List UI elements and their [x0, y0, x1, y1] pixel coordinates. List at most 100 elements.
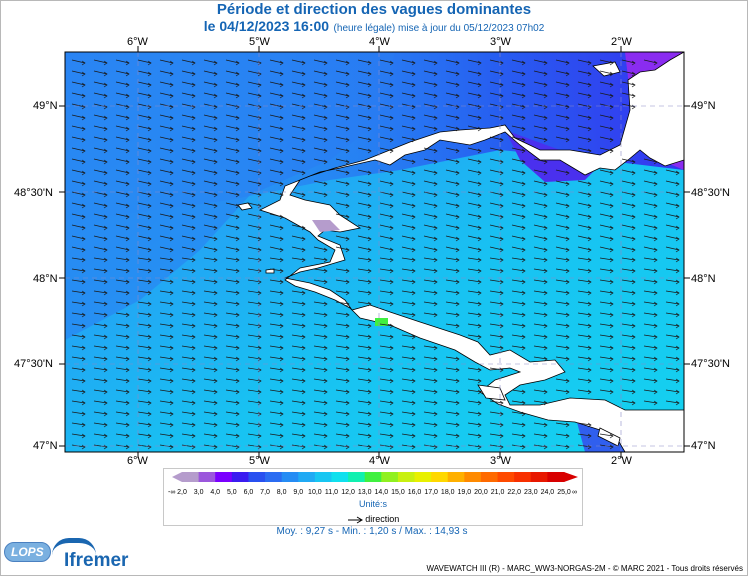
- direction-arrow: [555, 103, 570, 110]
- direction-arrow: [335, 411, 350, 417]
- direction-arrow: [511, 279, 526, 285]
- direction-arrow: [93, 433, 108, 439]
- direction-arrow: [643, 279, 658, 285]
- direction-arrow: [71, 125, 86, 132]
- direction-arrow: [511, 334, 526, 340]
- direction-arrow: [335, 92, 350, 99]
- direction-arrow: [445, 400, 460, 406]
- direction-arrow: [423, 400, 438, 406]
- direction-arrow: [335, 268, 350, 274]
- direction-arrow: [533, 356, 548, 362]
- legend-color-swatch: [381, 472, 399, 482]
- direction-arrow: [335, 433, 350, 439]
- direction-arrow: [137, 59, 152, 66]
- direction-arrow: [71, 411, 86, 417]
- direction-arrow: [621, 169, 636, 176]
- direction-arrow: [401, 356, 416, 362]
- direction-arrow: [401, 301, 416, 307]
- direction-arrow: [225, 389, 240, 395]
- direction-arrow: [533, 59, 548, 66]
- direction-arrow: [489, 411, 504, 417]
- direction-arrow: [489, 180, 504, 187]
- direction-arrow: [599, 334, 614, 340]
- direction-arrow: [555, 191, 570, 198]
- direction-arrow: [643, 224, 658, 231]
- direction-arrow: [577, 202, 592, 209]
- direction-arrow: [335, 169, 350, 176]
- direction-arrow: [577, 279, 592, 285]
- direction-arrow: [291, 400, 306, 406]
- direction-arrow: [379, 367, 394, 373]
- direction-arrow: [621, 213, 636, 220]
- direction-arrow: [115, 158, 130, 165]
- direction-arrow: [291, 378, 306, 384]
- legend-color-swatch: [414, 472, 432, 482]
- direction-arrow: [159, 246, 174, 253]
- direction-arrow: [445, 389, 460, 395]
- direction-arrow: [467, 367, 482, 373]
- direction-arrow: [93, 334, 108, 340]
- direction-arrow: [115, 411, 130, 417]
- direction-arrow: [115, 345, 130, 351]
- direction-arrow: [401, 103, 416, 110]
- direction-arrow: [115, 356, 130, 362]
- direction-arrow: [335, 345, 350, 351]
- direction-arrow: [291, 103, 306, 110]
- direction-arrow: [313, 70, 328, 77]
- direction-arrow: [93, 92, 108, 99]
- direction-arrow: [291, 389, 306, 395]
- lon-label-top-5w: 5°W: [249, 36, 270, 48]
- direction-arrow: [555, 224, 570, 231]
- direction-arrow: [335, 301, 350, 307]
- direction-arrow: [511, 389, 526, 395]
- direction-arrow: [555, 422, 570, 428]
- direction-arrow: [159, 301, 174, 307]
- legend-color-swatch: [298, 472, 316, 482]
- direction-arrow: [137, 191, 152, 198]
- direction-arrow: [247, 389, 262, 395]
- direction-arrow: [225, 268, 240, 274]
- direction-arrow: [115, 323, 130, 329]
- direction-arrow: [181, 312, 196, 318]
- map-grid: [65, 52, 684, 452]
- direction-arrow: [115, 103, 130, 110]
- direction-arrow: [137, 103, 152, 110]
- direction-arrow: [489, 422, 504, 428]
- direction-arrow: [181, 367, 196, 373]
- direction-arrow: [93, 125, 108, 132]
- direction-arrow: [269, 59, 284, 66]
- direction-arrow: [445, 213, 460, 220]
- direction-arrow: [137, 235, 152, 242]
- direction-arrow: [511, 433, 526, 439]
- direction-arrow: [665, 180, 680, 187]
- ifremer-logo[interactable]: Ifremer: [64, 550, 129, 571]
- outer-shelf-band: [65, 52, 395, 340]
- direction-arrow: [599, 191, 614, 198]
- direction-arrow: [379, 180, 394, 187]
- direction-arrow: [93, 356, 108, 362]
- direction-arrow: [599, 213, 614, 220]
- direction-arrow: [577, 103, 592, 110]
- direction-arrow: [599, 169, 614, 176]
- direction-arrow: [533, 202, 548, 209]
- direction-arrow: [489, 290, 504, 296]
- direction-arrow: [577, 213, 592, 220]
- direction-arrow: [159, 389, 174, 395]
- direction-arrow: [93, 367, 108, 373]
- direction-arrow: [335, 70, 350, 77]
- direction-arrow: [291, 290, 306, 296]
- direction-arrow: [489, 323, 504, 329]
- direction-arrow: [115, 301, 130, 307]
- direction-arrow: [401, 378, 416, 384]
- direction-arrow: [357, 202, 372, 209]
- direction-arrow: [225, 224, 240, 231]
- direction-arrow: [401, 268, 416, 274]
- direction-arrow: [291, 81, 306, 88]
- direction-arrow: [511, 136, 526, 143]
- direction-arrow: [203, 169, 218, 176]
- direction-arrow: [445, 301, 460, 307]
- lops-logo[interactable]: LOPS: [4, 542, 51, 562]
- direction-arrow: [137, 81, 152, 88]
- direction-arrow: [621, 81, 636, 88]
